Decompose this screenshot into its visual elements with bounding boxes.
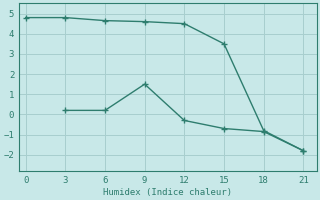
X-axis label: Humidex (Indice chaleur): Humidex (Indice chaleur) [103, 188, 232, 197]
